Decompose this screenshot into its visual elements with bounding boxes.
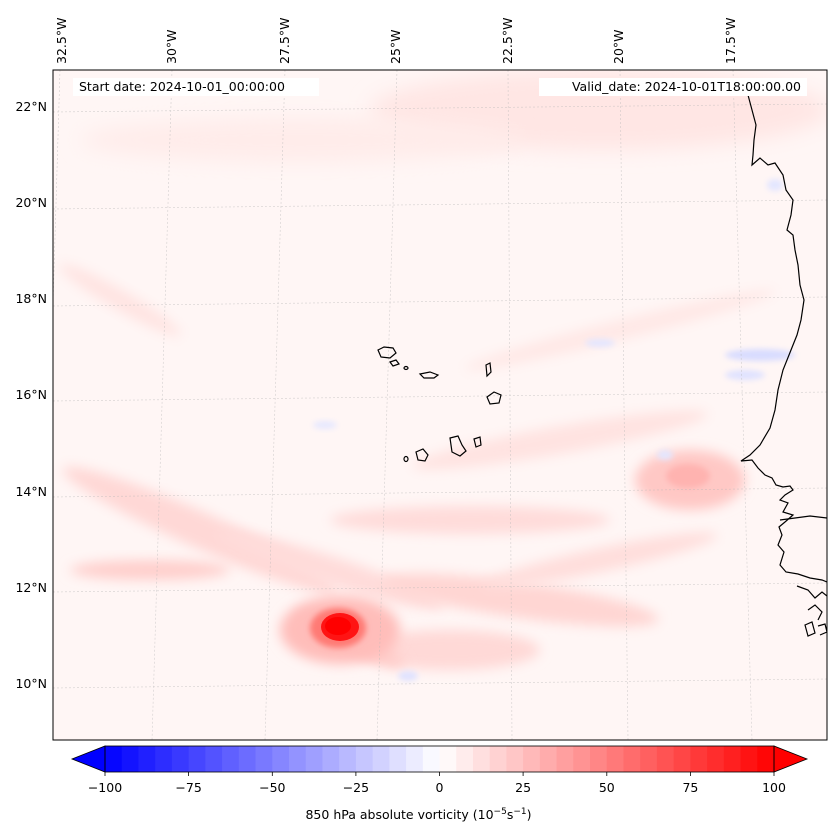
colorbar-segment <box>623 746 641 772</box>
lat-label: 14°N <box>15 484 47 499</box>
cabo-verde-islands <box>377 346 502 463</box>
colorbar-segment <box>155 746 173 772</box>
colorbar-segment <box>506 746 524 772</box>
colorbar-segment <box>372 746 390 772</box>
colorbar-segment <box>406 746 424 772</box>
graticule <box>53 70 827 740</box>
lon-label: 27.5°W <box>277 18 292 64</box>
colorbar-tick-label: −50 <box>259 780 285 795</box>
colorbar-segment <box>255 746 273 772</box>
colorbar-segment <box>573 746 591 772</box>
colorbar-segment <box>105 746 123 772</box>
start-date-label: Start date: 2024-10-01_00:00:00 <box>79 79 285 94</box>
colorbar-segment <box>222 746 240 772</box>
colorbar-segment <box>673 746 691 772</box>
vorticity-field <box>59 70 827 681</box>
map-panel <box>53 70 827 740</box>
colorbar-tick-label: 75 <box>682 780 698 795</box>
colorbar-segment <box>389 746 407 772</box>
lat-label: 12°N <box>15 580 47 595</box>
colorbar-max-extend <box>773 745 809 773</box>
lat-label: 20°N <box>15 195 47 210</box>
colorbar-segments <box>105 746 775 772</box>
colorbar-segment <box>556 746 574 772</box>
colorbar-tick-label: 50 <box>599 780 615 795</box>
lat-label: 22°N <box>15 99 47 114</box>
colorbar-segment <box>590 746 608 772</box>
colorbar-segment <box>138 746 156 772</box>
colorbar-segment <box>606 746 625 772</box>
colorbar-segment <box>757 746 775 772</box>
lon-label: 22.5°W <box>500 18 515 64</box>
latitude-labels: 22°N 20°N 18°N 16°N 14°N 12°N 10°N <box>15 99 47 691</box>
african-coastline <box>740 94 827 583</box>
colorbar-segment <box>523 746 541 772</box>
colorbar-segment <box>305 746 324 772</box>
valid-date-label: Valid_date: 2024-10-01T18:00:00.00 <box>571 79 801 94</box>
colorbar-segment <box>707 746 725 772</box>
colorbar-tick-label: 25 <box>515 780 531 795</box>
gambia-river <box>779 515 827 521</box>
colorbar-tick-labels: −100 −75 −50 −25 0 25 50 75 100 <box>88 780 786 795</box>
colorbar-label: 850 hPa absolute vorticity (10−5s−1) <box>0 807 837 822</box>
lat-label: 18°N <box>15 291 47 306</box>
lon-label: 20°W <box>611 29 626 64</box>
colorbar-segment <box>121 746 140 772</box>
colorbar-segment <box>355 746 374 772</box>
colorbar-segment <box>640 746 658 772</box>
colorbar-segment <box>439 746 457 772</box>
colorbar-segment <box>171 746 190 772</box>
lon-label: 17.5°W <box>723 18 738 64</box>
colorbar-segment <box>339 746 357 772</box>
colorbar-segment <box>539 746 558 772</box>
colorbar-tick-label: 0 <box>436 780 444 795</box>
colorbar-segment <box>472 746 491 772</box>
guinea-bissau-coast <box>796 585 827 637</box>
colorbar-ticks <box>104 772 775 776</box>
colorbar-min-extend <box>70 745 106 773</box>
colorbar-segment <box>272 746 290 772</box>
colorbar-label-exp1: −5 <box>493 807 507 817</box>
lat-label: 10°N <box>15 676 47 691</box>
colorbar-label-unit: s <box>506 807 514 823</box>
colorbar-segment <box>322 746 340 772</box>
colorbar-segment <box>489 746 508 772</box>
valid-date-box <box>539 78 807 96</box>
colorbar-segment <box>422 746 441 772</box>
colorbar: −100 −75 −50 −25 0 25 50 75 100 <box>70 745 809 795</box>
colorbar-label-end: ) <box>526 807 532 823</box>
colorbar-segment <box>288 746 307 772</box>
colorbar-tick-label: −100 <box>88 780 122 795</box>
colorbar-segment <box>656 746 675 772</box>
lon-label: 25°W <box>388 29 403 64</box>
longitude-labels: 32.5°W 30°W 27.5°W 25°W 22.5°W 20°W 17.5… <box>54 18 738 64</box>
map-frame <box>52 69 828 741</box>
colorbar-segment <box>188 746 206 772</box>
lon-label: 32.5°W <box>54 18 69 64</box>
colorbar-label-text: 850 hPa absolute vorticity (10 <box>305 807 494 823</box>
colorbar-segment <box>238 746 257 772</box>
colorbar-segment <box>205 746 223 772</box>
colorbar-segment <box>740 746 758 772</box>
start-date-box <box>73 78 319 96</box>
colorbar-tick-label: −75 <box>175 780 201 795</box>
colorbar-label-exp2: −1 <box>513 807 527 817</box>
colorbar-segment <box>723 746 742 772</box>
lon-label: 30°W <box>164 29 179 64</box>
colorbar-segment <box>690 746 708 772</box>
colorbar-segment <box>456 746 474 772</box>
lat-label: 16°N <box>15 387 47 402</box>
colorbar-tick-label: −25 <box>343 780 369 795</box>
colorbar-tick-label: 100 <box>762 780 786 795</box>
